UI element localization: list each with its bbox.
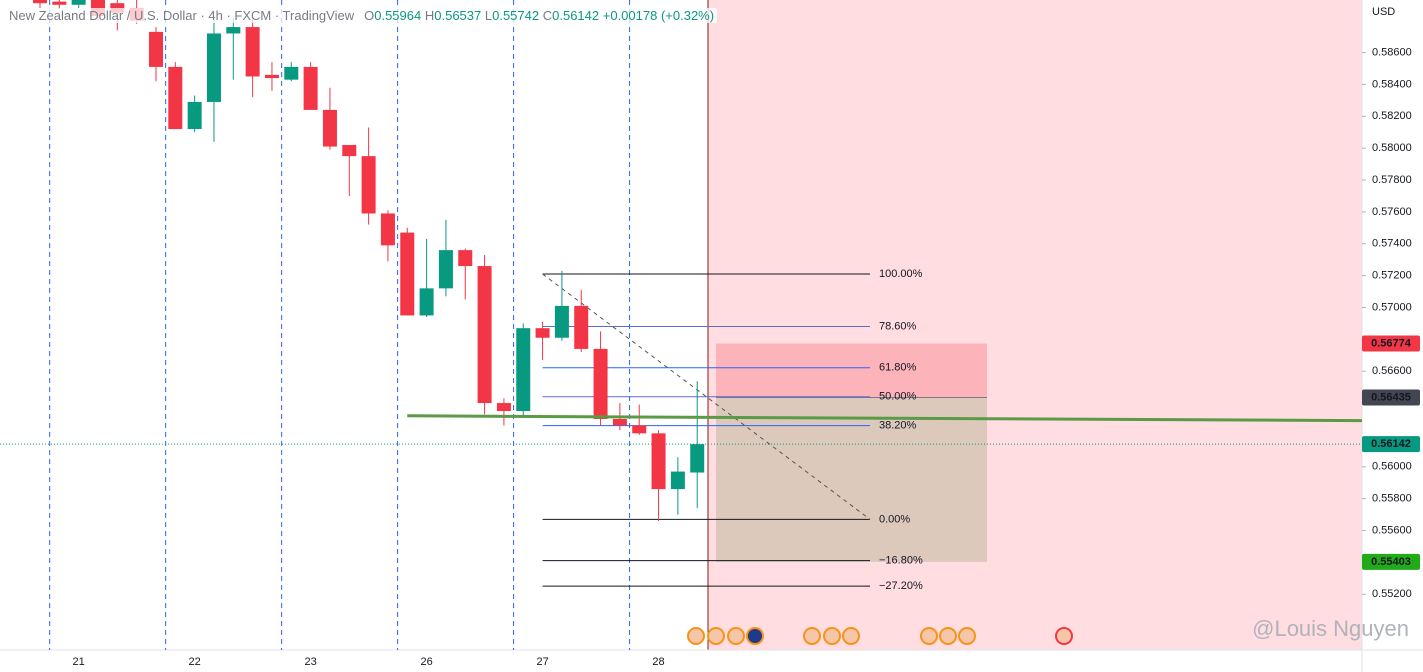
y-tick-label: 0.58000 (1372, 142, 1412, 154)
candle-body (670, 471, 685, 490)
future-zone (708, 0, 1362, 650)
candle-body (535, 328, 550, 338)
change: +0.00178 (+0.32%) (602, 8, 715, 23)
y-tick-label: 0.57000 (1372, 301, 1412, 313)
value: 0.56142 (552, 8, 600, 23)
price-tag (1362, 436, 1420, 453)
fib-label: −16.80% (879, 554, 923, 566)
x-tick-label: 27 (536, 656, 548, 668)
price-tag (1362, 389, 1420, 406)
fib-label: 50.00% (879, 391, 917, 403)
candle-body (612, 418, 627, 426)
y-tick-label: 0.57200 (1372, 270, 1412, 282)
label: H (424, 8, 435, 23)
candle-body (419, 288, 434, 316)
candle-body (52, 1, 67, 5)
label: L (484, 8, 493, 23)
ohlc: O0.55964 H0.56537 L0.55742 C0.56142 +0.0… (364, 8, 714, 23)
candle-body (187, 101, 202, 130)
fib-label: −27.20% (879, 580, 923, 592)
value: 0.55964 (374, 8, 422, 23)
y-tick-label: 0.55800 (1372, 493, 1412, 505)
y-tick-label: 0.58400 (1372, 78, 1412, 90)
candle-body (380, 213, 395, 246)
events (687, 627, 1073, 645)
candle-body (284, 66, 299, 80)
y-tick-label: 0.56000 (1372, 461, 1412, 473)
candle-body (458, 250, 473, 267)
candle-body (71, 0, 86, 5)
price-tag-label: 0.55403 (1371, 556, 1411, 568)
fib-label: 0.00% (879, 513, 910, 525)
x-tick-label: 22 (189, 656, 201, 668)
fib-label: 100.00% (879, 268, 923, 280)
candle-body (148, 31, 163, 67)
x-tick-label: 23 (304, 656, 316, 668)
y-tick-label: 0.58200 (1372, 110, 1412, 122)
candle-body (168, 66, 183, 130)
candle-body (593, 348, 608, 419)
candle-body (226, 27, 241, 34)
fib-label: 38.20% (879, 420, 917, 432)
y-tick-label: 0.57800 (1372, 174, 1412, 186)
label: O (364, 8, 375, 23)
y-tick-label: 0.57400 (1372, 238, 1412, 250)
y-tick-label: 0.58600 (1372, 46, 1412, 58)
price-tag-label: 0.56142 (1371, 438, 1411, 450)
label: C (542, 8, 553, 23)
candle-body (496, 403, 511, 412)
y-tick-label: 0.55600 (1372, 524, 1412, 536)
candle-body (554, 305, 569, 338)
stop-zone (716, 343, 987, 398)
candle-body (303, 66, 318, 110)
candle-body (245, 27, 260, 77)
price-tag (1362, 335, 1420, 352)
x-tick-label: 28 (652, 656, 664, 668)
value: 0.56537 (434, 8, 482, 23)
x-tick-label: 26 (420, 656, 432, 668)
x-tick-label: 21 (73, 656, 85, 668)
candle-body (342, 144, 357, 157)
y-tick-label: 0.56600 (1372, 365, 1412, 377)
price-tag (1362, 553, 1420, 570)
fib-label: 78.60% (879, 320, 917, 332)
fib-label: 61.80% (879, 362, 917, 374)
trend-line (407, 414, 1363, 423)
price-tag-label: 0.56435 (1371, 391, 1411, 403)
candle-body (110, 3, 125, 13)
candle-body (361, 156, 376, 214)
candle-body (264, 74, 279, 79)
y-tick-label: 0.57600 (1372, 206, 1412, 218)
candle-body (516, 328, 531, 412)
candle-body (477, 266, 492, 404)
target-zone (716, 397, 987, 562)
y-tick-label: 0.55200 (1372, 588, 1412, 600)
symbol: New Zealand Dollar / U.S. Dollar · 4h · … (9, 8, 355, 23)
candle-body (322, 109, 337, 147)
candle-body (438, 250, 453, 289)
price-tag-label: 0.56774 (1371, 337, 1412, 349)
candle-body (400, 232, 415, 316)
candle-body (690, 444, 705, 473)
legend: New Zealand Dollar / U.S. Dollar · 4h · … (6, 8, 718, 23)
candle-body (651, 433, 666, 490)
candle-body (574, 305, 589, 349)
candle-body (33, 0, 47, 4)
candle-body (632, 425, 647, 434)
value: 0.55742 (492, 8, 540, 23)
currency: USD (1372, 6, 1395, 18)
candle-body (206, 33, 221, 102)
watermark: @Louis Nguyen (1252, 616, 1409, 641)
